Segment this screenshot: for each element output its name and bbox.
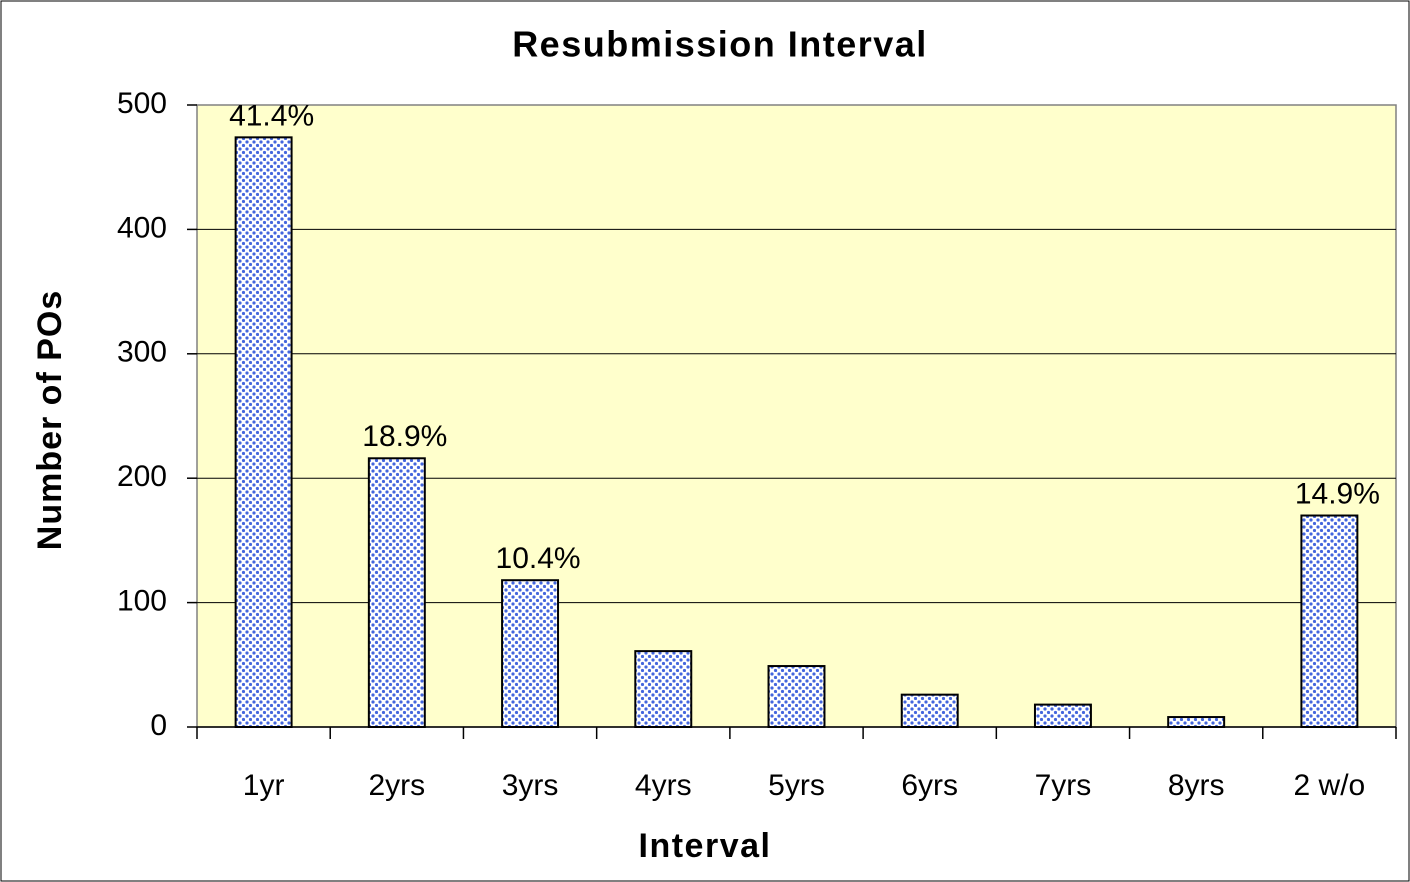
bar [1300, 514, 1359, 729]
x-tick-label: 4yrs [635, 769, 692, 802]
x-tick-label: 3yrs [502, 769, 559, 802]
bar [634, 650, 693, 729]
data-label: 10.4% [496, 542, 581, 575]
data-label: 18.9% [362, 420, 447, 453]
bar [234, 136, 293, 728]
y-tick-label: 500 [117, 87, 167, 120]
y-axis-label: Number of POs [31, 290, 69, 550]
x-tick-label: 6yrs [901, 769, 958, 802]
bar [367, 457, 426, 728]
x-tick-label: 1yr [243, 769, 285, 802]
y-tick-label: 0 [150, 709, 167, 742]
y-tick-label: 200 [117, 460, 167, 493]
chart-title: Resubmission Interval [512, 24, 928, 65]
bar [900, 693, 959, 729]
bar [1167, 716, 1226, 728]
x-tick-label: 5yrs [768, 769, 825, 802]
x-axis-label: Interval [639, 827, 772, 865]
x-tick-label: 7yrs [1035, 769, 1092, 802]
bar [501, 579, 560, 729]
bar [1033, 703, 1092, 728]
x-tick-label: 2yrs [368, 769, 425, 802]
y-tick-label: 300 [117, 336, 167, 369]
bar [767, 665, 826, 729]
x-tick-label: 8yrs [1168, 769, 1225, 802]
y-tick-label: 400 [117, 211, 167, 244]
y-tick-label: 100 [117, 585, 167, 618]
x-tick-label: 2 w/o [1294, 769, 1366, 802]
data-label: 41.4% [229, 99, 314, 132]
data-label: 14.9% [1295, 477, 1380, 510]
